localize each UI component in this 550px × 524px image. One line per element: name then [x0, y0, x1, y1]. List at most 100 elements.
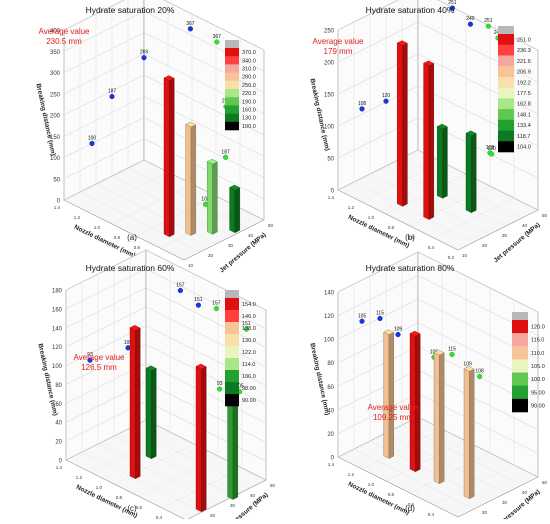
data-point-green — [449, 351, 455, 358]
colorbar-label: 104.0 — [517, 145, 531, 151]
z-tick-label: 20 — [327, 432, 334, 438]
x-tick-label: 0.6 — [408, 235, 415, 240]
bar-side — [471, 133, 477, 214]
data-point-green — [217, 386, 223, 392]
bar-top — [129, 325, 141, 331]
z-axis-title: Breaking distance (mm) — [308, 78, 330, 152]
z-tick-label: 50 — [53, 177, 60, 183]
colorbar-label: 221.6 — [517, 59, 531, 65]
floor-gridline — [81, 451, 203, 513]
bar-front — [185, 124, 192, 236]
colorbar-cap — [225, 40, 239, 48]
chart-title: Hydrate saturation 60% — [86, 263, 175, 273]
colorbar-label: 148.1 — [517, 112, 531, 118]
bar-top — [229, 184, 241, 191]
bar-front — [129, 327, 136, 480]
chart-title: Hydrate saturation 20% — [86, 5, 175, 15]
x-tick-label: 0.6 — [408, 502, 415, 507]
x-tick-label: 1.2 — [76, 475, 83, 480]
colorbar-label: 122.0 — [242, 350, 256, 356]
z-tick-label: 140 — [324, 291, 335, 297]
colorbar-label: 130.0 — [242, 116, 256, 122]
colorbar-label: 340.0 — [242, 58, 256, 64]
data-point-blue — [89, 140, 95, 147]
data-point-label: 115 — [448, 346, 456, 352]
bar-front — [145, 367, 152, 460]
bar-side — [442, 126, 448, 199]
colorbar-label: 280.0 — [242, 75, 256, 81]
colorbar-label: 206.9 — [517, 70, 531, 76]
colorbar-label: 90.00 — [242, 398, 256, 404]
z-gridline — [63, 11, 265, 72]
bar-side — [402, 42, 408, 207]
colorbar-label: 250.0 — [242, 83, 256, 89]
data-point-label: 108 — [358, 101, 367, 107]
bar-front — [383, 331, 390, 459]
colorbar-label: 146.0 — [242, 314, 256, 320]
z-tick-label: 0 — [57, 199, 61, 205]
x-tick-label: 1.2 — [348, 472, 355, 477]
bar-side — [190, 124, 197, 236]
z-tick-label: 400 — [50, 29, 61, 35]
colorbar-label: 177.5 — [517, 91, 531, 97]
data-point-label: 240 — [466, 16, 475, 22]
colorbar-swatch — [225, 113, 239, 123]
data-point-green — [477, 373, 483, 380]
y-tick-label: 10 — [462, 253, 468, 258]
data-point-green — [489, 151, 495, 157]
chart-title: Hydrate saturation 40% — [366, 5, 455, 15]
colorbar-swatch — [498, 55, 514, 67]
colorbar-swatch — [225, 80, 239, 90]
bar-top — [145, 365, 157, 372]
data-point-blue — [195, 302, 202, 308]
chart-panel-2: 0 50 100 150 200 250 1.4 1.2 1.0 0.8 0.6 0.4 0.2 10 20… — [308, 0, 548, 264]
colorbar-swatch — [498, 87, 514, 99]
colorbar-label: 98.00 — [242, 386, 256, 392]
data-point-green — [485, 23, 492, 29]
data-point-green — [213, 305, 220, 312]
z-tick-label: 140 — [52, 326, 63, 332]
x-tick-label: 1.0 — [94, 225, 101, 230]
bar-top — [195, 363, 207, 370]
y-tick-label: 50 — [270, 483, 276, 488]
bar-top — [396, 40, 408, 46]
data-point-blue — [87, 357, 93, 363]
panel-caption: (d) — [405, 504, 415, 513]
colorbar-label: 100.0 — [531, 377, 545, 383]
bar-front — [195, 366, 202, 513]
floor-gridline — [401, 424, 523, 486]
floor-gridline — [385, 440, 467, 482]
bar-top — [436, 123, 448, 130]
colorbar-swatch — [225, 89, 239, 98]
x-tick-label: 0.4 — [428, 512, 435, 517]
bar-side — [151, 368, 157, 460]
y-tick-label: 30 — [502, 233, 508, 238]
z-axis-title: Breaking distance (mm) — [36, 343, 58, 417]
colorbar-swatch — [225, 382, 239, 395]
floor-gridline — [409, 452, 491, 494]
colorbar-label: 105.0 — [531, 364, 545, 370]
colorbar-swatch — [225, 370, 239, 383]
floor-gridline — [409, 185, 491, 227]
data-point-label: 367 — [213, 34, 222, 40]
floor-gridline — [361, 428, 443, 470]
colorbar-label: 138.0 — [242, 326, 256, 332]
z-tick-label: 250 — [324, 29, 335, 35]
z-gridline — [63, 96, 265, 157]
colorbar-label: 236.3 — [517, 48, 531, 54]
y-tick-label: 20 — [482, 510, 488, 515]
colorbar-label: 162.8 — [517, 102, 531, 108]
bar-side — [469, 368, 475, 500]
z-tick-label: 150 — [324, 93, 335, 99]
colorbar-swatch — [225, 358, 239, 371]
bar-side — [439, 352, 445, 485]
x-tick-label: 1.0 — [96, 485, 103, 490]
colorbar-swatch — [225, 97, 239, 106]
floor-gridline — [79, 191, 201, 253]
x-tick-label: 0.8 — [114, 235, 121, 240]
colorbar-swatch — [225, 322, 239, 335]
bar-front — [229, 187, 236, 234]
floor-gridline — [353, 181, 475, 243]
y-tick-label: 40 — [248, 233, 254, 238]
